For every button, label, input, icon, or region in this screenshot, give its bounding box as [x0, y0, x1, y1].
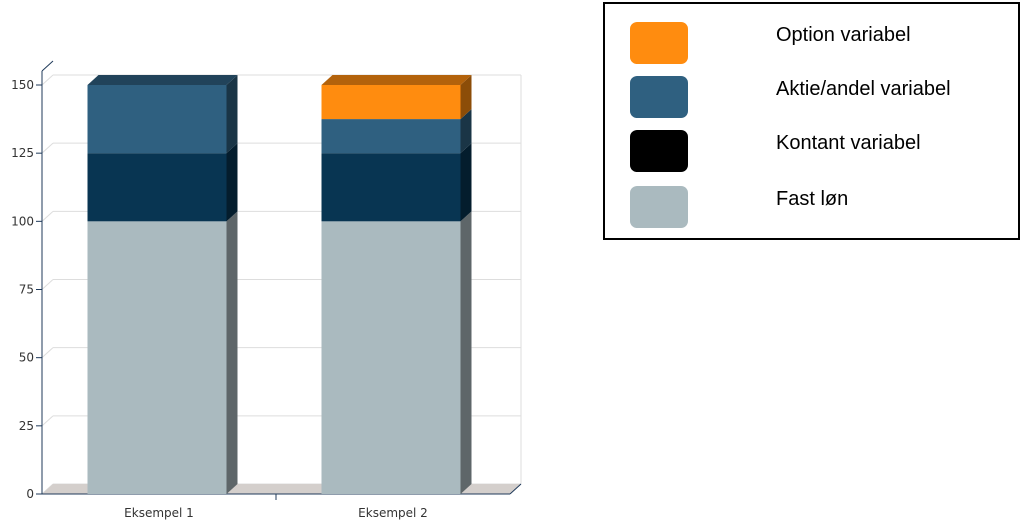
y-tick-label: 150 [11, 78, 34, 92]
bar-segment [87, 85, 227, 154]
bar-segment [321, 153, 461, 222]
gridline-depth [41, 74, 54, 86]
legend-label-option: Option variabel [776, 24, 911, 46]
y-tick-label: 100 [11, 214, 34, 228]
x-axis-labels: Eksempel 1 Eksempel 2 [124, 506, 428, 520]
bar-segment-side [460, 109, 472, 154]
bar-segment-side [226, 143, 238, 222]
legend-label-kontant: Kontant variabel [776, 132, 921, 154]
legend-label-aktie: Aktie/andel variabel [776, 78, 951, 100]
bar-segment-side [226, 75, 238, 154]
gridline-depth [41, 415, 54, 427]
bar-segment-side [460, 143, 472, 222]
bar-segment [321, 119, 461, 154]
legend-swatch-fast [630, 186, 688, 228]
y-tick-label: 0 [26, 487, 34, 501]
legend-item-fast: Fast løn [630, 186, 1010, 230]
gridline-depth [41, 279, 54, 290]
bar-segment [321, 221, 461, 495]
gridline-depth [41, 347, 54, 359]
bar-segment-side [226, 211, 238, 495]
legend-item-kontant: Kontant variabel [630, 130, 1010, 174]
legend-label-fast: Fast løn [776, 188, 849, 210]
stacked-bar-chart: 0 25 50 75 100 125 150 Eksempel 1 Eksempel 2 [11, 60, 522, 520]
y-axis-ticks: 0 25 50 75 100 125 150 [11, 78, 42, 501]
bar-segment [87, 153, 227, 222]
bar-segment [87, 221, 227, 495]
x-category-label: Eksempel 2 [358, 506, 428, 520]
legend-item-option: Option variabel [630, 22, 1010, 66]
legend-item-aktie: Aktie/andel variabel [630, 76, 1010, 120]
legend-swatch-kontant [630, 130, 688, 172]
legend-swatch-option [630, 22, 688, 64]
bar-segment-side [460, 211, 472, 495]
chart-bars [87, 75, 472, 495]
chart-legend: Option variabel Aktie/andel variabel Kon… [603, 2, 1020, 240]
y-axis-depth [41, 60, 54, 72]
y-tick-label: 125 [11, 146, 34, 160]
gridline-depth [41, 142, 54, 154]
bar-top [87, 75, 238, 85]
y-tick-label: 25 [19, 419, 34, 433]
bar-segment-side [460, 75, 472, 120]
x-axis-depth [509, 483, 522, 495]
x-category-label: Eksempel 1 [124, 506, 194, 520]
gridline-depth [41, 210, 54, 222]
y-tick-label: 50 [19, 351, 34, 365]
bar-segment [321, 85, 461, 120]
legend-swatch-aktie [630, 76, 688, 118]
bar-top [321, 75, 472, 85]
y-tick-label: 75 [19, 283, 34, 297]
